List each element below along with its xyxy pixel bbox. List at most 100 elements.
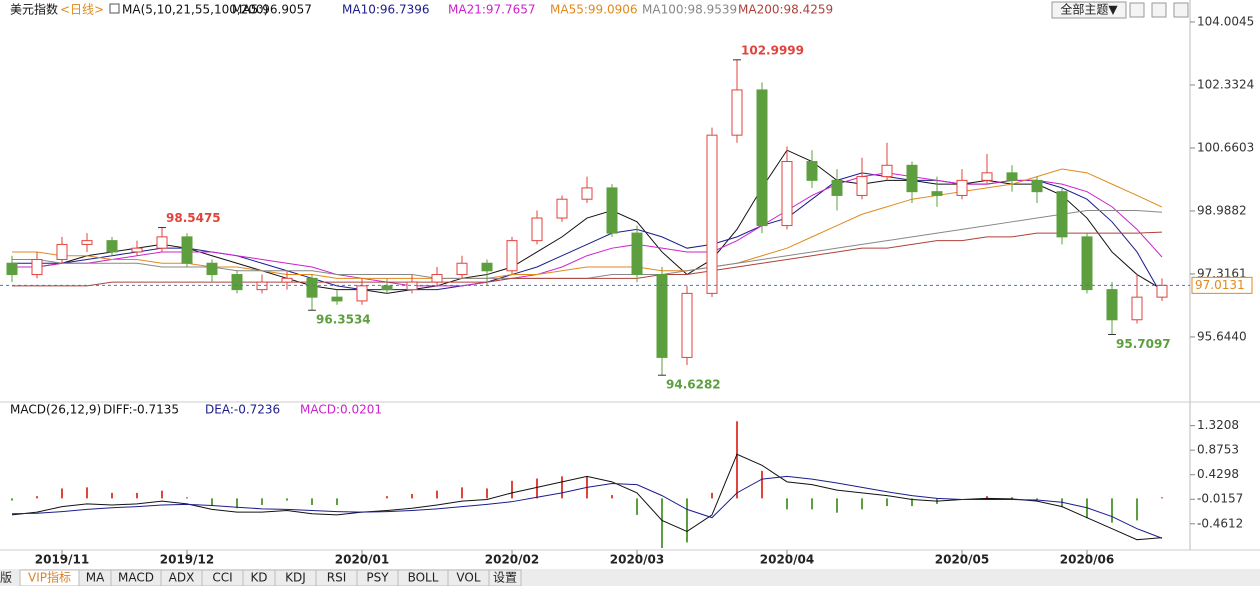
extreme-label: 94.6282: [666, 378, 721, 392]
candle-body: [1031, 179, 1043, 193]
legend-entry: MACD:0.0201: [300, 403, 382, 417]
candle-body: [181, 236, 193, 264]
candle-body: [506, 240, 518, 272]
x-tick-label: 2020/06: [1060, 553, 1114, 567]
legend-entry: MA10:96.7396: [342, 3, 430, 17]
candle-body: [106, 240, 118, 253]
legend-entry: MA55:99.0906: [550, 3, 638, 17]
toolbar-tab-label[interactable]: MA: [86, 571, 105, 585]
x-tick-label: 2020/05: [935, 553, 989, 567]
candle-body: [881, 164, 893, 178]
window-button[interactable]: [1151, 2, 1167, 18]
y-tick-label: -0.0157: [1197, 492, 1243, 506]
candle-body: [531, 217, 543, 242]
x-tick-label: 2019/12: [160, 553, 214, 567]
last-price-box: [1191, 276, 1253, 294]
candle-body: [306, 277, 318, 298]
toolbar-tab-label[interactable]: ADX: [169, 571, 195, 585]
extreme-label: 95.7097: [1116, 337, 1171, 351]
candle-body: [381, 285, 393, 291]
candle-body: [456, 262, 468, 276]
y-tick-label: 0.8753: [1197, 443, 1239, 457]
toolbar-tab-label[interactable]: KDJ: [285, 571, 306, 585]
window-button[interactable]: [1173, 2, 1189, 18]
candle-body: [1106, 289, 1118, 321]
toolbar-tab-label[interactable]: PSY: [366, 571, 389, 585]
extreme-label: 98.5475: [166, 211, 221, 225]
window-button[interactable]: [1129, 2, 1145, 18]
candle-body: [431, 274, 443, 283]
macd-title: MACD(26,12,9): [10, 403, 101, 417]
candle-body: [1056, 191, 1068, 238]
toolbar-tab-label[interactable]: VIP指标: [28, 570, 71, 585]
candle-body: [956, 179, 968, 196]
y-tick-label: 98.9882: [1197, 203, 1247, 217]
legend-entry: MA5:96.9057: [232, 3, 312, 17]
candle-body: [581, 187, 593, 200]
candle-body: [56, 243, 68, 260]
ma-line: [12, 149, 1163, 294]
legend-entry: MA100:98.9539: [642, 3, 737, 17]
toolbar-tab-label[interactable]: KD: [250, 571, 267, 585]
toolbar-tab-label[interactable]: BOLL: [408, 571, 439, 585]
candle-body: [1131, 296, 1143, 321]
candle-body: [981, 172, 993, 181]
x-tick-label: 2020/02: [485, 553, 539, 567]
period-label[interactable]: <日线>: [60, 3, 104, 17]
candle-body: [931, 191, 943, 196]
candle-body: [731, 89, 743, 136]
candle-body: [756, 89, 768, 227]
candle-body: [556, 198, 568, 219]
toolbar-tab-label[interactable]: 设置: [493, 571, 517, 585]
y-tick-label: -0.4612: [1197, 516, 1243, 530]
candle-body: [906, 164, 918, 193]
last-price-label: 97.0131: [1195, 278, 1245, 292]
extreme-label: 96.3534: [316, 313, 371, 327]
y-tick-label: 104.0045: [1197, 14, 1254, 28]
candle-body: [481, 262, 493, 272]
candle-body: [156, 236, 168, 249]
y-tick-label: 0.4298: [1197, 467, 1239, 481]
candle-body: [1081, 236, 1093, 291]
indicator-icon[interactable]: [109, 3, 120, 14]
candle-body: [1156, 284, 1168, 298]
y-tick-label: 102.3324: [1197, 77, 1254, 91]
x-tick-label: 2019/11: [35, 553, 89, 567]
extreme-label: 102.9999: [741, 43, 804, 57]
instrument-title: 美元指数: [10, 2, 58, 17]
ma-line: [12, 231, 1163, 287]
candle-body: [606, 187, 618, 234]
candle-body: [6, 262, 18, 276]
macd-line: [11, 475, 1163, 539]
candle-body: [631, 232, 643, 276]
indicator-label: MA(5,10,21,55,100,200): [122, 3, 268, 17]
x-tick-label: 2020/03: [610, 553, 664, 567]
legend-entry: MA21:97.7657: [448, 3, 536, 17]
candle-body: [281, 277, 293, 283]
ma-line: [12, 168, 1163, 279]
legend-entry: DEA:-0.7236: [205, 403, 280, 417]
toolbar-tab-label[interactable]: MACD: [118, 571, 154, 585]
candle-body: [856, 176, 868, 196]
legend-entry: DIFF:-0.7135: [103, 403, 179, 417]
x-tick-label: 2020/01: [335, 553, 389, 567]
theme-button-label[interactable]: 全部主题▼: [1060, 2, 1118, 17]
candle-body: [706, 134, 718, 294]
candle-body: [131, 247, 143, 253]
ma-line: [12, 172, 1163, 287]
candle-body: [681, 292, 693, 358]
toolbar-tab-label[interactable]: RSI: [327, 571, 347, 585]
candle-body: [231, 274, 243, 291]
theme-button[interactable]: [1051, 1, 1127, 19]
toolbar-tab-label[interactable]: VOL: [456, 571, 480, 585]
toolbar-tab-label[interactable]: CCI: [212, 571, 232, 585]
candle-body: [31, 258, 43, 276]
candle-body: [806, 161, 818, 181]
legend-entry: MA200:98.4259: [738, 3, 833, 17]
candle-body: [206, 262, 218, 276]
candle-body: [1006, 172, 1018, 181]
candle-body: [331, 296, 343, 302]
